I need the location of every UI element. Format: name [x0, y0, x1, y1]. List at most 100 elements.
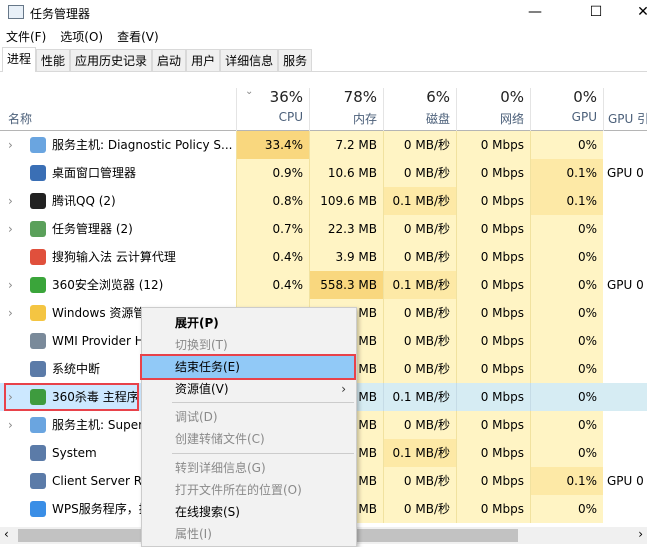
net-cell: 0 Mbps	[456, 271, 530, 299]
net-cell: 0 Mbps	[456, 299, 530, 327]
expand-chevron-icon[interactable]: ›	[8, 418, 13, 432]
tab-processes[interactable]: 进程	[2, 47, 37, 72]
minimize-button[interactable]: —	[528, 4, 542, 20]
context-menu-item: 切换到(T)	[142, 334, 356, 356]
close-button[interactable]: ✕	[637, 4, 647, 20]
menu-separator	[172, 402, 354, 403]
context-menu-item[interactable]: 资源值(V) ›	[142, 378, 356, 400]
process-row[interactable]: › 360安全浏览器 (12) 0.4% 558.3 MB 0.1 MB/秒 0 Mbps…	[0, 271, 647, 299]
process-name: 服务主机: Diagnostic Policy S...	[52, 138, 233, 152]
expand-chevron-icon[interactable]: ›	[8, 194, 13, 208]
mem-cell: 10.6 MB	[309, 159, 383, 187]
system-icon	[30, 473, 46, 489]
column-gpu[interactable]: 0% GPU	[530, 88, 603, 131]
process-row[interactable]: 桌面窗口管理器 0.9% 10.6 MB 0 MB/秒 0 Mbps 0.1% GPU 0	[0, 159, 647, 187]
gpu-cell: 0%	[530, 215, 603, 243]
process-row[interactable]: › 腾讯QQ (2) 0.8% 109.6 MB 0.1 MB/秒 0 Mbps 0.1%	[0, 187, 647, 215]
wmi-icon	[30, 333, 46, 349]
context-menu-item[interactable]: 在线搜索(S)	[142, 501, 356, 523]
process-row[interactable]: WMI Provider Host MB 0 MB/秒 0 Mbps 0%	[0, 327, 647, 355]
process-row[interactable]: › Windows 资源管理器 MB 0 MB/秒 0 Mbps 0%	[0, 299, 647, 327]
gear-icon	[30, 417, 46, 433]
menu-file[interactable]: 文件(F)	[6, 30, 47, 44]
cpu-cell: 0.4%	[236, 271, 309, 299]
column-name[interactable]: 名称	[8, 112, 33, 126]
gpu-cell: 0%	[530, 131, 603, 159]
expand-chevron-icon[interactable]: ›	[8, 222, 13, 236]
process-name-cell: › Windows 资源管理器	[0, 299, 236, 327]
eng-cell	[603, 243, 647, 271]
eng-cell	[603, 495, 647, 523]
expand-chevron-icon[interactable]: ›	[8, 390, 13, 404]
gpu-cell: 0%	[530, 495, 603, 523]
menu-item-label: 展开(P)	[175, 316, 219, 330]
column-percent	[608, 88, 647, 106]
column-label: GPU 引	[608, 112, 647, 126]
column-eng[interactable]: GPU 引	[603, 88, 647, 131]
menu-view[interactable]: 查看(V)	[117, 30, 159, 44]
window-icon	[30, 165, 46, 181]
tab-details[interactable]: 详细信息	[220, 49, 279, 71]
tab-services[interactable]: 服务	[278, 49, 313, 71]
net-cell: 0 Mbps	[456, 243, 530, 271]
window-title: 任务管理器	[30, 7, 91, 21]
wps-cloud-icon	[30, 501, 46, 517]
process-name: 360安全浏览器 (12)	[52, 278, 164, 292]
tab-performance[interactable]: 性能	[36, 49, 71, 71]
tab-bar: 进程 性能 应用历史记录 启动 用户 详细信息 服务	[0, 47, 647, 72]
gpu-cell: 0%	[530, 383, 603, 411]
disk-cell: 0 MB/秒	[383, 299, 456, 327]
eng-cell	[603, 411, 647, 439]
menu-options[interactable]: 选项(O)	[60, 30, 104, 44]
gpu-cell: 0%	[530, 327, 603, 355]
expand-chevron-icon[interactable]: ›	[8, 306, 13, 320]
menu-item-label: 创建转储文件(C)	[175, 432, 265, 446]
context-menu-item[interactable]: 结束任务(E)	[140, 354, 356, 380]
maximize-button[interactable]: ☐	[589, 4, 603, 20]
process-row[interactable]: 搜狗输入法 云计算代理 0.4% 3.9 MB 0 MB/秒 0 Mbps 0%	[0, 243, 647, 271]
net-cell: 0 Mbps	[456, 215, 530, 243]
column-net[interactable]: 0% 网络	[456, 88, 530, 131]
eng-cell	[603, 355, 647, 383]
mem-cell: 109.6 MB	[309, 187, 383, 215]
process-row[interactable]: › 服务主机: Diagnostic Policy S... 33.4% 7.2 MB…	[0, 131, 647, 159]
gpu-cell: 0%	[530, 411, 603, 439]
scroll-left-icon[interactable]: ‹	[4, 527, 9, 541]
tab-startup[interactable]: 启动	[152, 49, 187, 71]
context-menu-item: 转到详细信息(G)	[142, 457, 356, 479]
cpu-cell: 33.4%	[236, 131, 309, 159]
menu-item-label: 结束任务(E)	[175, 360, 240, 374]
process-name-cell: › 服务主机: Diagnostic Policy S...	[0, 131, 236, 159]
menu-item-label: 调试(D)	[175, 410, 218, 424]
net-cell: 0 Mbps	[456, 187, 530, 215]
eng-cell: GPU 0	[607, 278, 644, 292]
net-cell: 0 Mbps	[456, 383, 530, 411]
scroll-right-icon[interactable]: ›	[638, 527, 643, 541]
net-cell: 0 Mbps	[456, 411, 530, 439]
column-label: 磁盘	[425, 112, 450, 126]
expand-chevron-icon[interactable]: ›	[8, 278, 13, 292]
column-label: 内存	[352, 112, 377, 126]
tab-users[interactable]: 用户	[186, 49, 221, 71]
process-name: System	[52, 446, 97, 460]
column-disk[interactable]: 6% 磁盘	[383, 88, 456, 131]
expand-chevron-icon[interactable]: ›	[8, 138, 13, 152]
column-mem[interactable]: 78% 内存	[309, 88, 383, 131]
process-name-cell: System	[0, 439, 236, 467]
disk-cell: 0 MB/秒	[383, 131, 456, 159]
eng-cell	[603, 299, 647, 327]
column-cpu[interactable]: ⌄ 36% CPU	[236, 86, 309, 131]
net-cell: 0 Mbps	[456, 495, 530, 523]
process-list: › 服务主机: Diagnostic Policy S... 33.4% 7.2 MB…	[0, 131, 647, 523]
mem-cell: 7.2 MB	[309, 131, 383, 159]
column-percent: 78%	[343, 88, 377, 106]
menu-bar: 文件(F) 选项(O) 查看(V)	[0, 26, 647, 48]
mem-cell: 3.9 MB	[309, 243, 383, 271]
process-row[interactable]: › 任务管理器 (2) 0.7% 22.3 MB 0 MB/秒 0 Mbps 0%	[0, 215, 647, 243]
tab-app-history[interactable]: 应用历史记录	[70, 49, 153, 71]
context-menu-item[interactable]: 展开(P)	[142, 312, 356, 334]
process-name: Windows 资源管理器	[52, 306, 170, 320]
menu-separator	[172, 453, 354, 454]
column-percent: 0%	[573, 88, 597, 106]
eng-cell	[603, 215, 647, 243]
